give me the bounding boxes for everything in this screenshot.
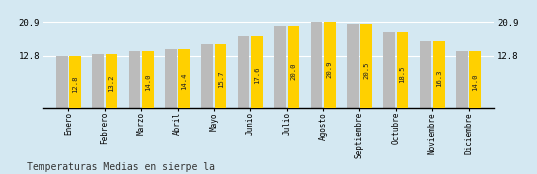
Bar <box>215 44 227 108</box>
Text: 12.8: 12.8 <box>72 76 78 93</box>
Text: Temperaturas Medias en sierpe la: Temperaturas Medias en sierpe la <box>27 162 215 172</box>
Bar <box>310 22 322 108</box>
Text: 18.5: 18.5 <box>400 65 405 83</box>
Bar <box>288 26 299 108</box>
Bar <box>347 24 359 108</box>
Bar <box>469 51 481 108</box>
Text: 17.6: 17.6 <box>254 67 260 84</box>
Bar <box>251 36 263 108</box>
Bar <box>397 32 408 108</box>
Bar <box>433 41 445 108</box>
Text: 14.0: 14.0 <box>473 73 478 91</box>
Bar <box>201 44 213 108</box>
Text: 15.7: 15.7 <box>217 70 224 88</box>
Bar <box>178 49 190 108</box>
Text: 14.4: 14.4 <box>182 73 187 90</box>
Bar <box>92 54 104 108</box>
Text: 13.2: 13.2 <box>108 75 114 92</box>
Bar <box>274 26 286 108</box>
Bar <box>456 51 468 108</box>
Bar <box>383 32 395 108</box>
Bar <box>56 56 68 108</box>
Text: 20.5: 20.5 <box>363 61 369 79</box>
Text: 16.3: 16.3 <box>436 69 442 87</box>
Text: 20.0: 20.0 <box>291 62 296 80</box>
Bar <box>419 41 431 108</box>
Bar <box>106 54 118 108</box>
Bar <box>142 51 154 108</box>
Bar <box>69 56 81 108</box>
Bar <box>165 49 177 108</box>
Bar <box>129 51 140 108</box>
Text: 20.9: 20.9 <box>327 61 333 78</box>
Text: 14.0: 14.0 <box>145 73 151 91</box>
Bar <box>324 22 336 108</box>
Bar <box>360 24 372 108</box>
Bar <box>238 36 249 108</box>
